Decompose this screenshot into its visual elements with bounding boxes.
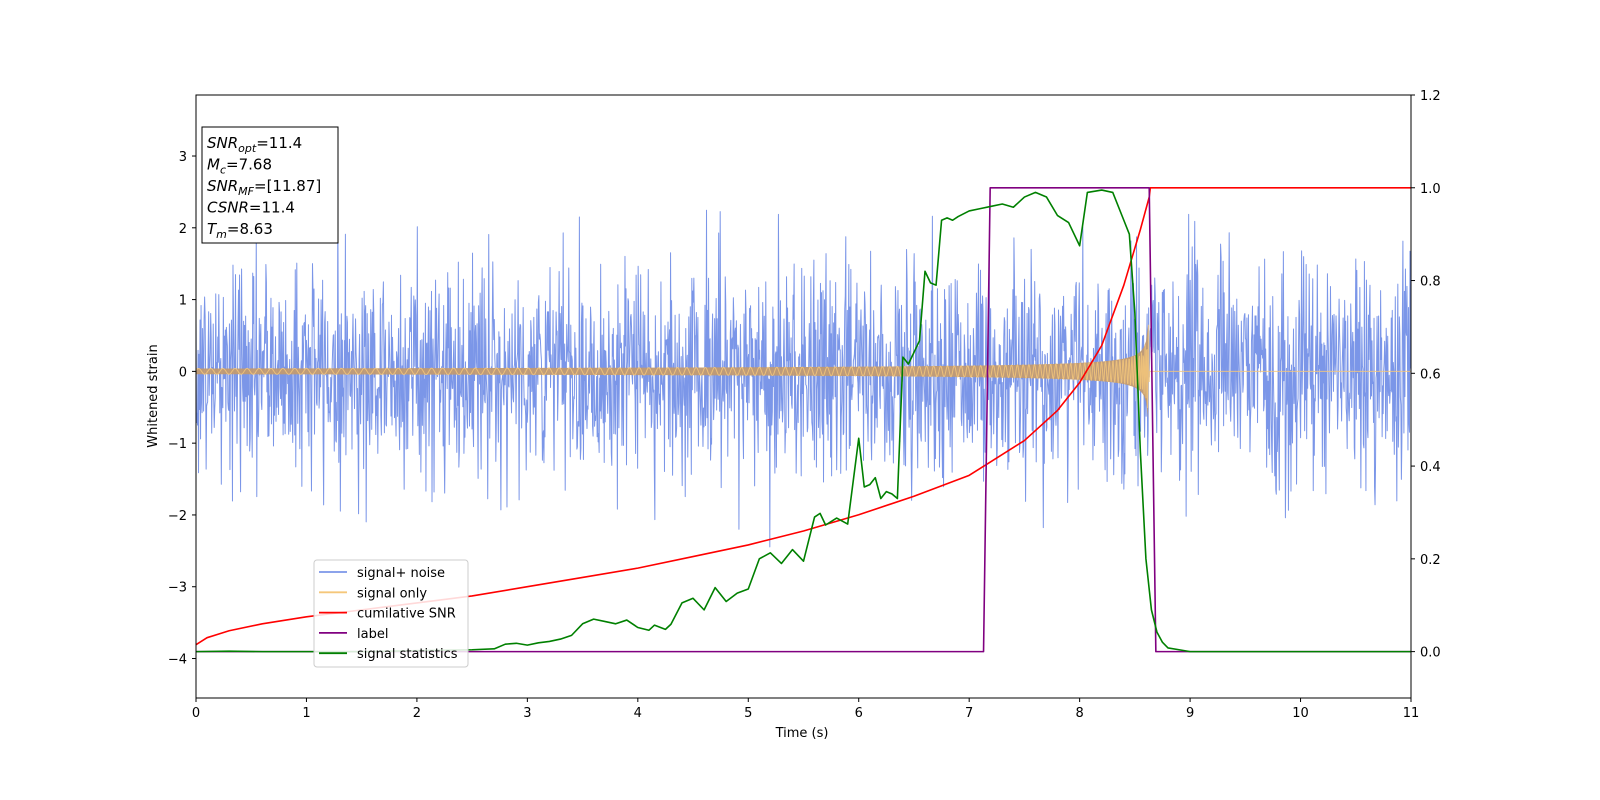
x-tick-label: 10	[1292, 706, 1309, 721]
y-right-tick-label: 0.8	[1420, 275, 1441, 290]
y-right-tick-label: 1.0	[1420, 182, 1441, 197]
y-axis-left: −4 −3 −2 −1 0 1 2 3	[168, 150, 196, 668]
signal-only-envelope	[196, 324, 1149, 419]
series-signal-plus-noise	[196, 198, 1411, 548]
y-left-tick-label: 1	[179, 294, 187, 309]
series-signal-statistics	[196, 189, 1411, 653]
y-right-tick-label: 0.0	[1420, 646, 1441, 661]
legend-entry-signal-statistics: signal statistics	[357, 647, 458, 662]
info-subscript: m	[216, 228, 227, 241]
info-line: CSNR=11.4	[207, 199, 295, 217]
y-left-tick-label: −4	[168, 653, 187, 668]
x-axis: 0 1 2 3 4 5 6 7 8 9 10 11	[192, 698, 1419, 721]
y-axis-label: Whitened strain	[146, 344, 161, 447]
x-tick-label: 0	[192, 706, 200, 721]
info-symbol: CSNR	[207, 199, 249, 217]
x-tick-label: 4	[634, 706, 642, 721]
signal-plus-noise-line	[196, 198, 1411, 548]
info-value: =11.4	[256, 134, 302, 152]
info-subscript: MF	[238, 185, 254, 198]
info-subscript: opt	[238, 142, 257, 155]
y-left-tick-label: −2	[168, 509, 187, 524]
info-line: Tm=8.63	[207, 220, 273, 241]
legend-entry-label: label	[357, 627, 388, 642]
x-tick-label: 1	[302, 706, 310, 721]
info-value: =7.68	[226, 156, 272, 174]
plot-frame	[195, 94, 1412, 699]
info-line: Mc=7.68	[207, 156, 272, 177]
legend-entry-cumilative-snr: cumilative SNR	[357, 607, 456, 622]
legend-frame	[313, 559, 469, 668]
legend-entry-signal-noise: signal+ noise	[357, 566, 445, 581]
legend: signal+ noise signal only cumilative SNR la…	[313, 559, 469, 668]
y-right-tick-label: 0.6	[1420, 367, 1441, 382]
info-value: =8.63	[227, 220, 273, 238]
y-right-tick-label: 0.2	[1420, 553, 1441, 568]
x-tick-label: 8	[1075, 706, 1083, 721]
x-axis-label: Time (s)	[775, 726, 829, 741]
info-subscript: c	[220, 164, 226, 177]
y-right-tick-label: 1.2	[1420, 89, 1441, 104]
info-box: SNRopt=11.4Mc=7.68SNRMF=[11.87]CSNR=11.4…	[201, 126, 339, 244]
x-tick-label: 2	[413, 706, 421, 721]
y-left-tick-label: 3	[179, 150, 187, 165]
series-signal-only	[196, 324, 1411, 419]
y-right-tick-label: 0.4	[1420, 460, 1441, 475]
info-symbol: SNR	[207, 134, 238, 152]
info-symbol: SNR	[207, 177, 238, 195]
info-value: =[11.87]	[254, 177, 321, 195]
info-value: =11.4	[249, 199, 295, 217]
info-symbol: M	[207, 156, 220, 174]
x-tick-label: 7	[965, 706, 973, 721]
y-left-tick-label: −1	[168, 437, 187, 452]
x-tick-label: 5	[744, 706, 752, 721]
y-left-tick-label: 2	[179, 222, 187, 237]
y-left-tick-label: 0	[179, 365, 187, 380]
legend-entry-signal-only: signal only	[357, 586, 427, 601]
info-line: SNRMF=[11.87]	[207, 177, 321, 198]
y-left-tick-label: −3	[168, 581, 187, 596]
x-tick-label: 9	[1186, 706, 1194, 721]
y-axis-right: 0.0 0.2 0.4 0.6 0.8 1.0 1.2	[1411, 89, 1441, 661]
info-box-frame	[201, 126, 339, 244]
x-tick-label: 3	[523, 706, 531, 721]
info-line: SNRopt=11.4	[207, 134, 302, 155]
info-symbol: T	[207, 220, 218, 238]
signal-only-line	[196, 324, 1411, 408]
x-tick-label: 6	[855, 706, 863, 721]
x-tick-label: 11	[1403, 706, 1420, 721]
